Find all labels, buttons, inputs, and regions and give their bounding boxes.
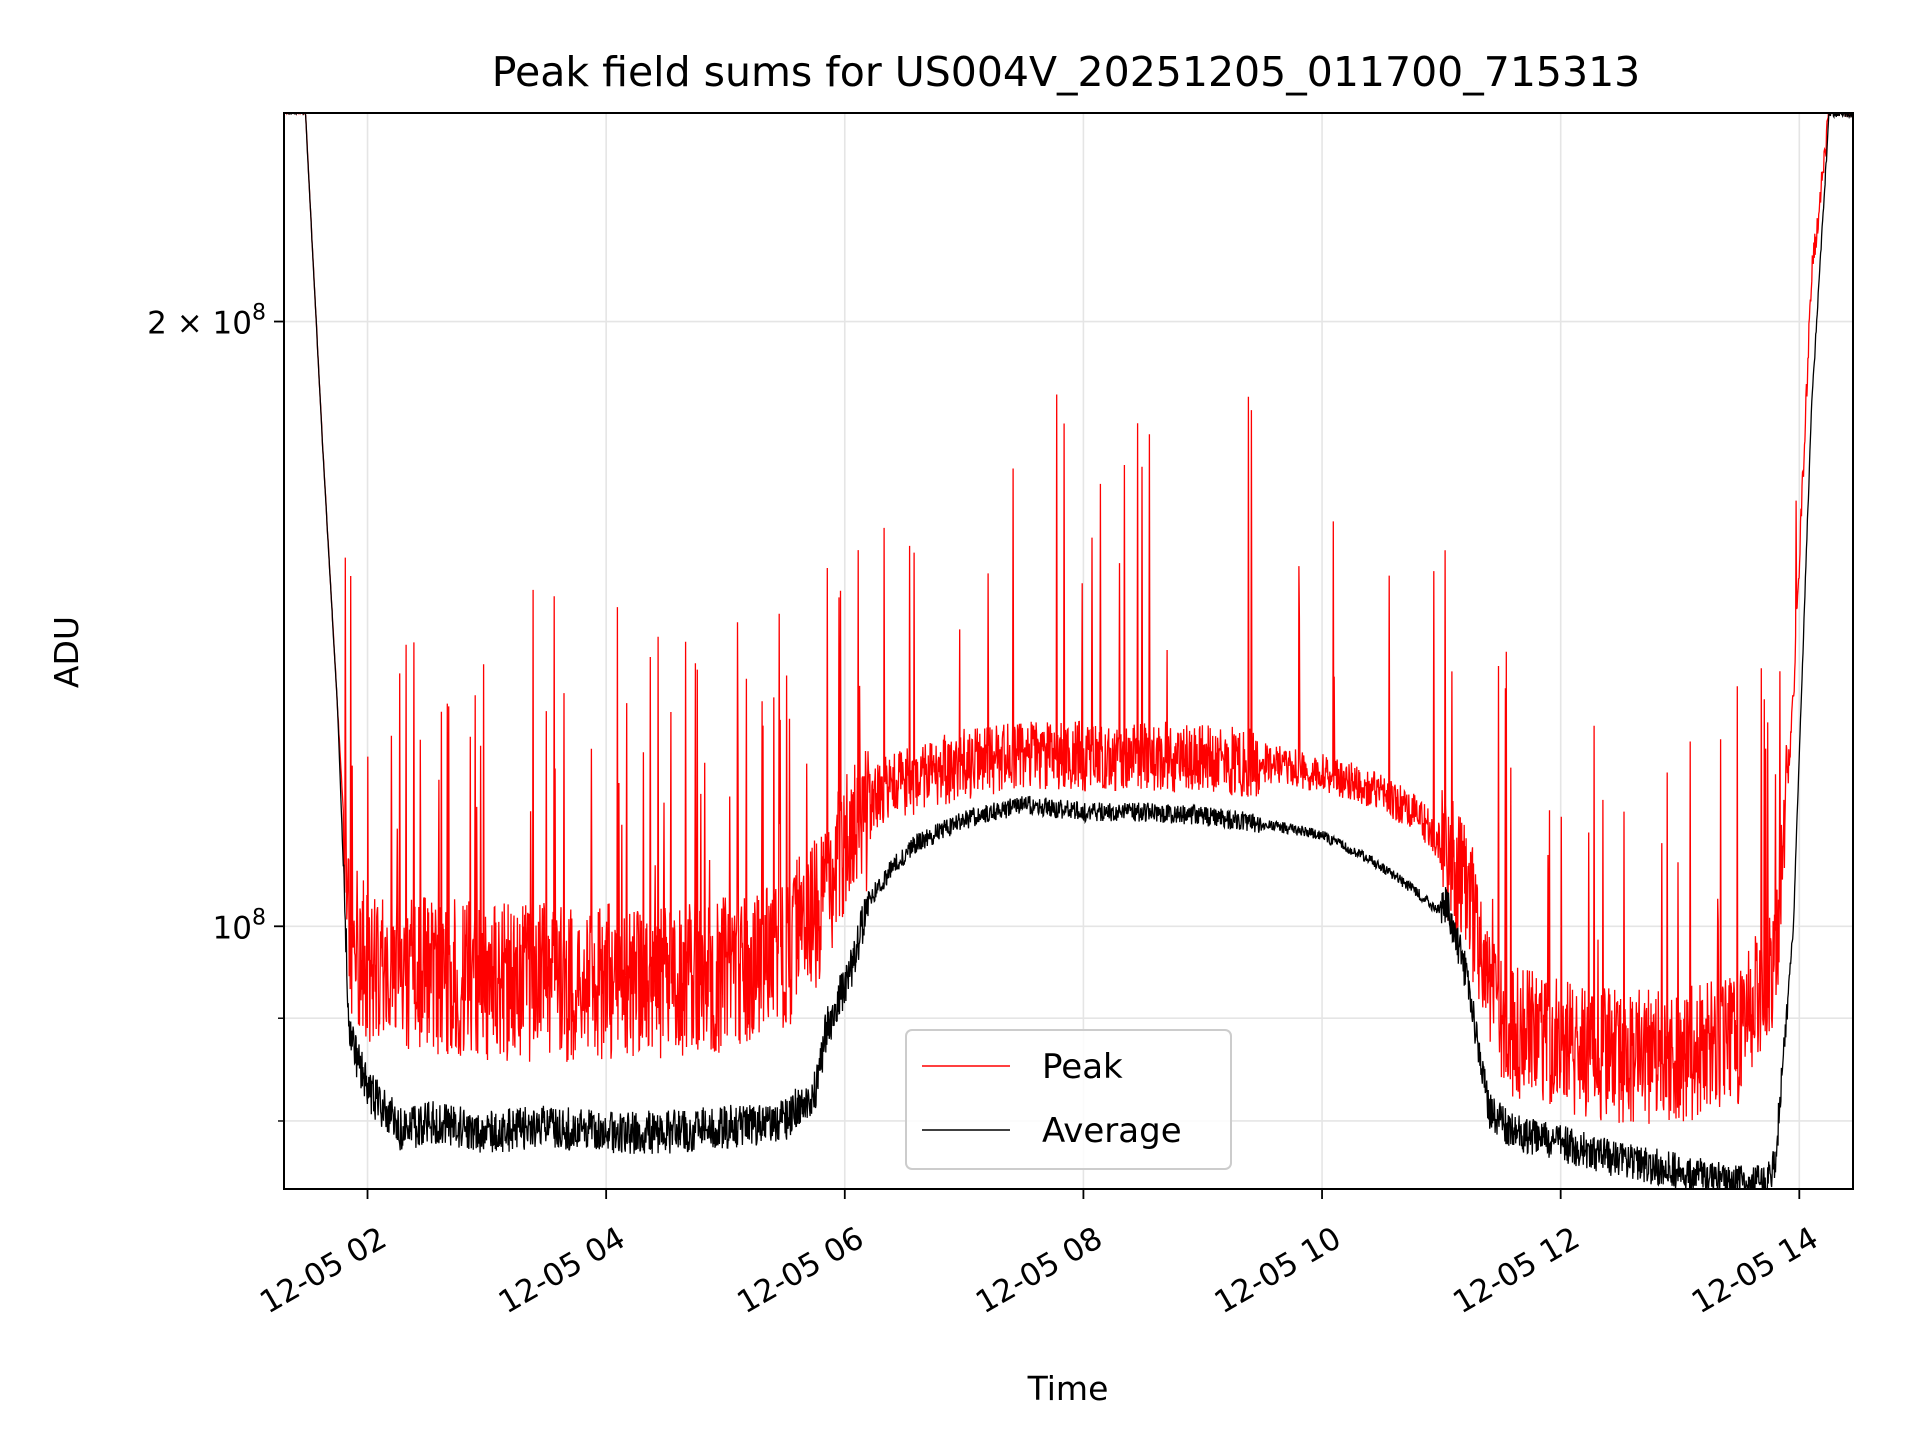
series-line-average xyxy=(284,113,1853,1189)
legend-label-peak: Peak xyxy=(1042,1047,1123,1087)
legend-box xyxy=(905,1029,1232,1170)
y-tick-label: 2 × 108 xyxy=(147,301,266,342)
x-axis-title: Time xyxy=(1027,1369,1109,1408)
legend-label-average: Average xyxy=(1042,1111,1182,1151)
x-tick-label: 12-05 12 xyxy=(1447,1220,1586,1321)
y-tick-label: 108 xyxy=(213,905,266,946)
chart-title: Peak field sums for US004V_20251205_0117… xyxy=(492,48,1641,96)
x-tick-label: 12-05 08 xyxy=(970,1220,1109,1321)
x-axis: 12-05 02 12-05 04 12-05 06 12-05 08 12-05 10… xyxy=(254,1189,1825,1321)
x-tick-label: 12-05 10 xyxy=(1209,1220,1348,1321)
x-tick-label: 12-05 06 xyxy=(731,1220,870,1321)
y-axis-title: ADU xyxy=(47,616,86,688)
x-tick-label: 12-05 04 xyxy=(493,1220,632,1321)
legend: Peak Average xyxy=(905,1029,1232,1170)
x-tick-label: 12-05 02 xyxy=(254,1220,393,1321)
x-tick-label: 12-05 14 xyxy=(1686,1220,1825,1321)
series-line-peak xyxy=(284,113,1853,1124)
series-layer xyxy=(284,113,1853,1189)
y-axis: 108 2 × 108 xyxy=(147,301,284,1122)
plot-frame xyxy=(283,112,1854,1190)
